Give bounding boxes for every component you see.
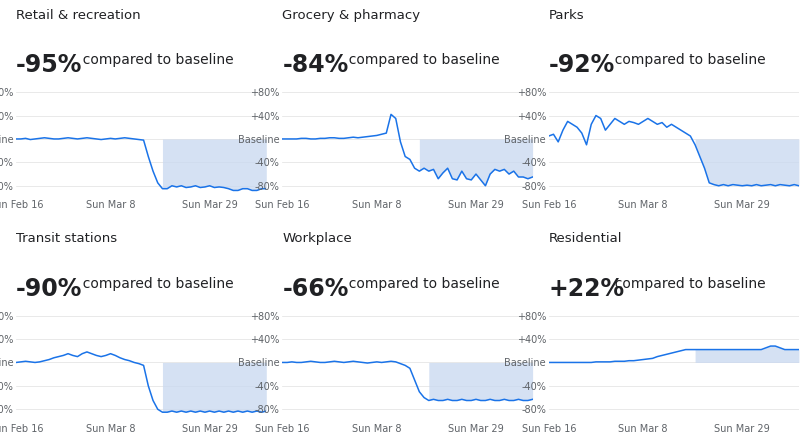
Text: -95%: -95% bbox=[16, 53, 82, 77]
Text: -84%: -84% bbox=[282, 53, 349, 77]
Text: compared to baseline: compared to baseline bbox=[606, 53, 766, 67]
Text: Grocery & pharmacy: Grocery & pharmacy bbox=[282, 9, 420, 22]
Text: compared to baseline: compared to baseline bbox=[340, 276, 500, 291]
Text: Residential: Residential bbox=[549, 232, 622, 245]
Text: -92%: -92% bbox=[549, 53, 615, 77]
Text: compared to baseline: compared to baseline bbox=[73, 53, 233, 67]
Text: Parks: Parks bbox=[549, 9, 584, 22]
Text: Retail & recreation: Retail & recreation bbox=[16, 9, 140, 22]
Text: -90%: -90% bbox=[16, 276, 82, 301]
Text: Workplace: Workplace bbox=[282, 232, 352, 245]
Text: compared to baseline: compared to baseline bbox=[340, 53, 500, 67]
Text: compared to baseline: compared to baseline bbox=[73, 276, 233, 291]
Text: Transit stations: Transit stations bbox=[16, 232, 117, 245]
Text: +22%: +22% bbox=[549, 276, 625, 301]
Text: compared to baseline: compared to baseline bbox=[606, 276, 766, 291]
Text: -66%: -66% bbox=[282, 276, 349, 301]
